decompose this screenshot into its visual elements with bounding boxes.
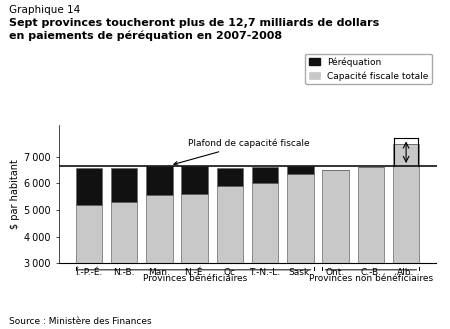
- Bar: [181, 194, 208, 329]
- Y-axis label: $ par habitant: $ par habitant: [10, 159, 20, 229]
- Bar: [76, 167, 102, 205]
- Text: Plafond de capacité fiscale: Plafond de capacité fiscale: [174, 139, 309, 165]
- Bar: [216, 167, 243, 186]
- Legend: Péréquation, Capacité fiscale totale: Péréquation, Capacité fiscale totale: [306, 54, 432, 84]
- Bar: [216, 186, 243, 329]
- Bar: [146, 195, 173, 329]
- Bar: [393, 144, 419, 329]
- Bar: [181, 166, 208, 194]
- Bar: [111, 202, 137, 329]
- Text: Source : Ministère des Finances: Source : Ministère des Finances: [9, 317, 152, 326]
- Text: Provinces bénéficiaires: Provinces bénéficiaires: [143, 273, 247, 283]
- Text: Provinces non bénéficiaires: Provinces non bénéficiaires: [309, 273, 433, 283]
- Bar: [358, 167, 384, 329]
- Bar: [322, 170, 349, 329]
- Bar: [287, 174, 314, 329]
- Text: Graphique 14: Graphique 14: [9, 5, 80, 15]
- Bar: [146, 166, 173, 195]
- Bar: [252, 167, 279, 183]
- Bar: [252, 183, 279, 329]
- Bar: [111, 167, 137, 202]
- Text: Sept provinces toucheront plus de 12,7 milliards de dollars
en paiements de péré: Sept provinces toucheront plus de 12,7 m…: [9, 18, 379, 41]
- Bar: [76, 205, 102, 329]
- Bar: [287, 166, 314, 174]
